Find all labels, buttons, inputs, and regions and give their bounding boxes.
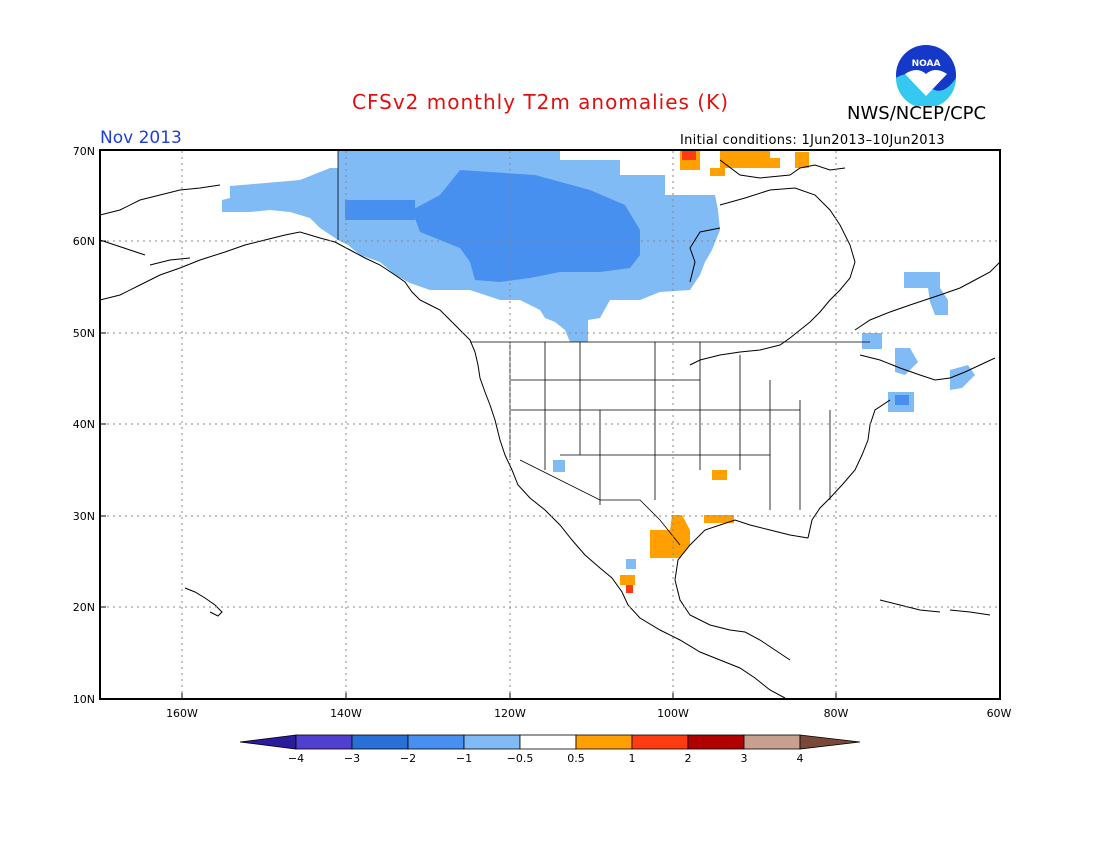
noaa-logo-text: NOAA	[912, 59, 941, 69]
valid-month-label: Nov 2013	[100, 128, 182, 148]
lon-label: 100W	[657, 707, 689, 720]
cool-anomaly-mid	[345, 170, 909, 405]
legend-label: −0.5	[507, 752, 534, 765]
lon-label: 160W	[166, 707, 198, 720]
legend-label: 1	[629, 752, 636, 765]
lat-label: 10N	[73, 693, 95, 706]
organization-label: NWS/NCEP/CPC	[847, 103, 987, 124]
legend-label: −3	[344, 752, 360, 765]
legend-swatch	[575, 734, 633, 750]
legend-labels: −4 −3 −2 −1 −0.5 0.5 1 2 3 4	[288, 752, 804, 765]
lat-label: 20N	[73, 601, 95, 614]
initial-conditions-label: Initial conditions: 1Jun2013–10Jun2013	[680, 133, 946, 148]
legend-label: 4	[797, 752, 804, 765]
legend-swatch	[351, 734, 409, 750]
color-legend	[239, 734, 861, 750]
lat-label: 70N	[73, 145, 95, 158]
lon-label: 60W	[987, 707, 1012, 720]
legend-swatch	[743, 734, 801, 750]
tick-marks	[100, 240, 837, 699]
legend-swatch	[463, 734, 521, 750]
map-title: CFSv2 monthly T2m anomalies (K)	[352, 90, 729, 114]
legend-label: 3	[741, 752, 748, 765]
legend-swatch	[407, 734, 465, 750]
political-boundaries	[337, 150, 870, 546]
graticule	[101, 151, 999, 698]
legend-label: −2	[400, 752, 416, 765]
lat-label: 50N	[73, 327, 95, 340]
lon-label: 80W	[824, 707, 849, 720]
lat-label: 40N	[73, 418, 95, 431]
legend-swatch	[239, 734, 297, 750]
legend-swatch	[799, 734, 861, 750]
legend-label: −4	[288, 752, 304, 765]
lat-label: 60N	[73, 235, 95, 248]
legend-swatch	[519, 734, 577, 750]
legend-label: 2	[685, 752, 692, 765]
lat-label: 30N	[73, 510, 95, 523]
coastlines	[99, 159, 1001, 699]
warm-anomaly-red	[626, 150, 696, 593]
legend-label: −1	[456, 752, 472, 765]
legend-swatch	[687, 734, 745, 750]
longitude-labels: 160W 140W 120W 100W 80W 60W	[166, 707, 1011, 720]
legend-swatch	[295, 734, 353, 750]
lon-label: 120W	[494, 707, 526, 720]
noaa-logo-icon: NOAA	[896, 45, 956, 106]
latitude-labels: 70N 60N 50N 40N 30N 20N 10N	[73, 145, 95, 706]
legend-label: 0.5	[567, 752, 585, 765]
lon-label: 140W	[330, 707, 362, 720]
legend-swatch	[631, 734, 689, 750]
